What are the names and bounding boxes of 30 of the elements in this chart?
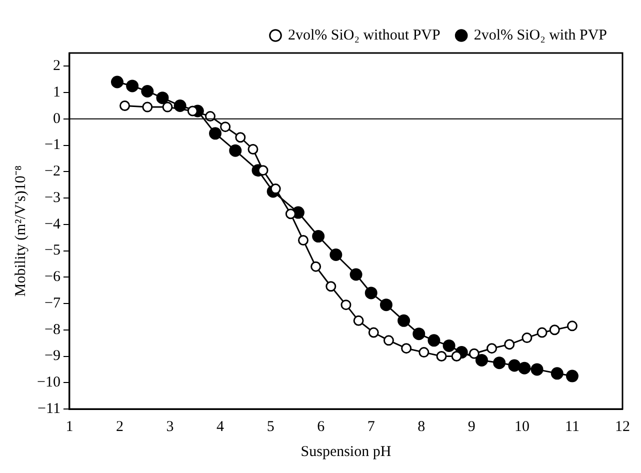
x-tick-label: 8 (418, 418, 426, 435)
x-tick-label: 4 (216, 418, 225, 435)
x-tick-label: 7 (367, 418, 376, 435)
y-axis-title: Mobility (m²/V's)10⁻⁸ (12, 165, 29, 297)
y-tick-label: −6 (44, 269, 61, 286)
y-tick-label: 0 (52, 110, 60, 127)
x-tick-label: 9 (468, 418, 476, 435)
x-tick-label: 5 (266, 418, 274, 435)
y-tick-label: −3 (44, 190, 60, 206)
x-tick-label: 12 (615, 418, 630, 435)
x-tick-label: 11 (564, 418, 580, 435)
y-tick-label: −10 (36, 374, 60, 391)
y-tick-label: −8 (44, 322, 60, 338)
x-tick-label: 6 (317, 418, 326, 435)
x-tick-label: 3 (166, 418, 174, 435)
legend-label: 2vol% SiO₂ without PVP (288, 27, 440, 44)
x-axis-title: Suspension pH (300, 444, 392, 460)
x-tick-label: 2 (116, 418, 124, 435)
y-tick-label: −1 (44, 137, 60, 154)
y-tick-label: 1 (52, 84, 60, 100)
y-tick-label: −11 (38, 400, 60, 417)
x-tick-label: 10 (514, 418, 530, 435)
y-tick-label: −2 (44, 164, 60, 180)
y-tick-label: −4 (44, 216, 61, 232)
y-tick-label: −5 (44, 242, 60, 259)
y-tick-label: −9 (44, 348, 60, 364)
legend-label: 2vol% SiO₂ with PVP (474, 27, 608, 44)
y-tick-label: −7 (44, 295, 61, 312)
x-tick-label: 1 (66, 418, 74, 435)
y-tick-label: 2 (52, 58, 60, 74)
